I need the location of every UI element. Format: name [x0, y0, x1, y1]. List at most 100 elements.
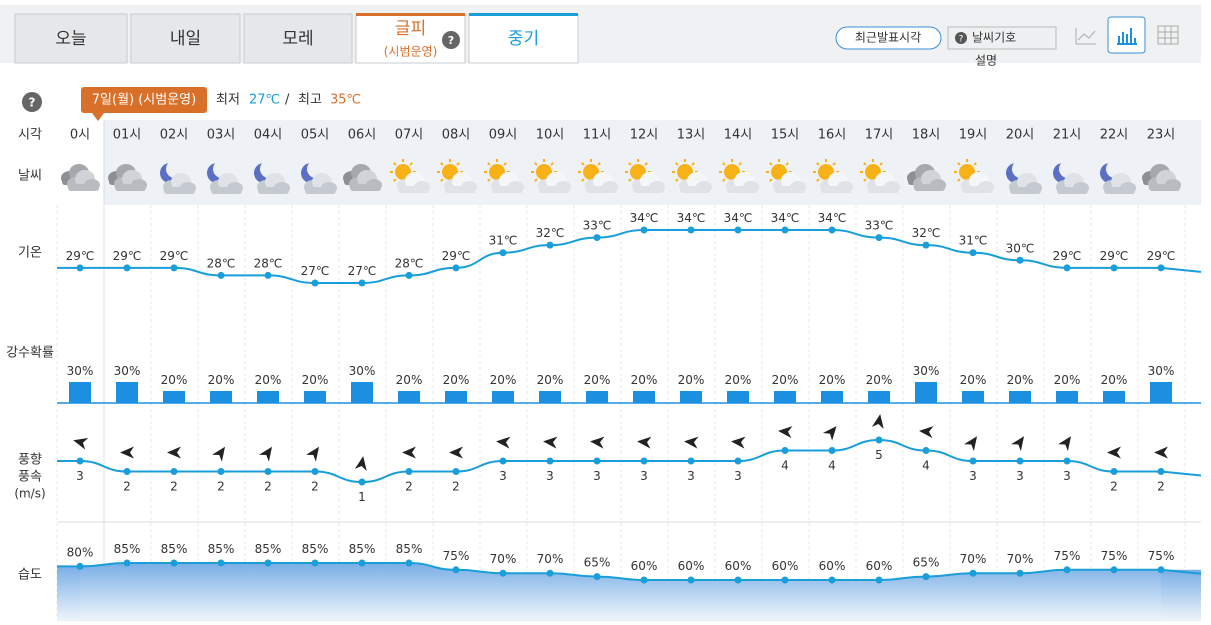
cloud-part	[633, 186, 664, 193]
humidity-dot	[969, 569, 977, 577]
weather-icon	[813, 159, 853, 193]
ray	[440, 178, 444, 182]
hour-label: 20시	[1006, 128, 1035, 143]
humidity-label: 75%	[443, 548, 470, 562]
value: 20	[678, 373, 693, 387]
badge-pointer	[92, 113, 104, 121]
value: 29	[442, 248, 457, 262]
wind-dot	[311, 468, 319, 475]
line-view-icon[interactable]	[1075, 28, 1096, 45]
wind-label: 2	[405, 479, 413, 493]
ray	[973, 162, 977, 166]
table-view-icon[interactable]	[1157, 25, 1179, 45]
unit: ℃	[222, 256, 235, 270]
wind-arrow	[259, 446, 273, 462]
wind-dot	[1063, 457, 1071, 465]
hour-label: 05시	[301, 128, 330, 143]
value: 29	[1147, 248, 1162, 262]
value: 85	[349, 542, 364, 556]
wind-dot	[1157, 468, 1165, 475]
help-icon[interactable]	[22, 92, 42, 112]
tab[interactable]	[468, 13, 579, 64]
weather-icon	[625, 159, 665, 193]
ray	[487, 178, 491, 182]
value: 3	[969, 469, 977, 483]
value: 65	[584, 555, 599, 569]
wind-arrow	[1154, 446, 1168, 459]
value: 2	[264, 479, 272, 493]
temperature-label: 34℃	[677, 211, 706, 225]
unit: %	[881, 559, 892, 573]
legend-button[interactable]	[947, 26, 1057, 50]
recent-button[interactable]	[835, 26, 942, 50]
hour-label: 11시	[583, 128, 612, 143]
row-label: 풍향	[18, 453, 42, 468]
unit: %	[411, 373, 422, 387]
unit: %	[270, 373, 281, 387]
rain-bar	[210, 391, 232, 403]
wind-label: 5	[875, 448, 883, 462]
hour-label: 10시	[536, 128, 565, 143]
value: 85	[302, 542, 317, 556]
tab-sublabel: (시범운영)	[384, 45, 438, 59]
ray	[863, 178, 867, 182]
rain-bar	[539, 391, 561, 403]
cloud-part	[305, 187, 336, 194]
value: 2	[170, 479, 178, 493]
value: 2	[1110, 479, 1118, 493]
value: 85	[255, 542, 270, 556]
value: 34	[630, 211, 645, 225]
cloud-part	[445, 186, 476, 193]
tab[interactable]	[243, 13, 353, 64]
wind-label: 3	[687, 469, 695, 483]
wind-arrow	[822, 426, 837, 441]
cloud-part	[914, 184, 945, 191]
humidity-dot	[452, 566, 460, 574]
unit: %	[458, 548, 469, 562]
cloud-part	[350, 184, 381, 191]
row-label: 기온	[18, 246, 42, 261]
rain-label: 20%	[819, 373, 846, 387]
humidity-label: 85%	[114, 542, 141, 556]
temperature-label: 31℃	[489, 233, 518, 247]
value: 30	[114, 364, 129, 378]
weather-icon	[531, 159, 571, 193]
temperature-dot	[358, 279, 366, 287]
wind-arrow	[306, 446, 320, 462]
hour-label: 01시	[113, 128, 142, 143]
temperature-label: 33℃	[865, 218, 894, 232]
tab[interactable]	[130, 13, 241, 64]
rain-label: 20%	[302, 373, 329, 387]
tab-label: 내일	[170, 29, 201, 49]
cloud-part	[1057, 187, 1088, 194]
value: 20	[819, 373, 834, 387]
humidity-dot	[593, 573, 601, 581]
value: 60	[725, 559, 740, 573]
cloud-part	[821, 186, 852, 193]
humidity-dot	[217, 559, 225, 567]
wind-label: 4	[922, 458, 930, 472]
unit: %	[364, 542, 375, 556]
rain-bar	[821, 391, 843, 403]
wind-arrow	[871, 414, 884, 429]
rain-label: 30%	[114, 364, 141, 378]
hour-label: 22시	[1100, 128, 1129, 143]
humidity-label: 60%	[819, 559, 846, 573]
value: 85	[114, 542, 129, 556]
rain-label: 20%	[866, 373, 893, 387]
tab[interactable]	[14, 13, 128, 64]
wind-label: 3	[1016, 469, 1024, 483]
hour-label: 06시	[348, 128, 377, 143]
unit: %	[928, 364, 939, 378]
rain-label: 20%	[1101, 373, 1128, 387]
temperature-dot	[217, 271, 225, 279]
unit: %	[740, 373, 751, 387]
wind-arrow	[1107, 446, 1121, 459]
value: 30	[67, 364, 82, 378]
rain-bar	[774, 391, 796, 403]
cloud-part	[680, 186, 711, 193]
temperature-dot	[1063, 264, 1071, 272]
value: 60	[772, 559, 787, 573]
date-badge	[81, 87, 207, 113]
row-label: 날씨	[18, 169, 42, 184]
